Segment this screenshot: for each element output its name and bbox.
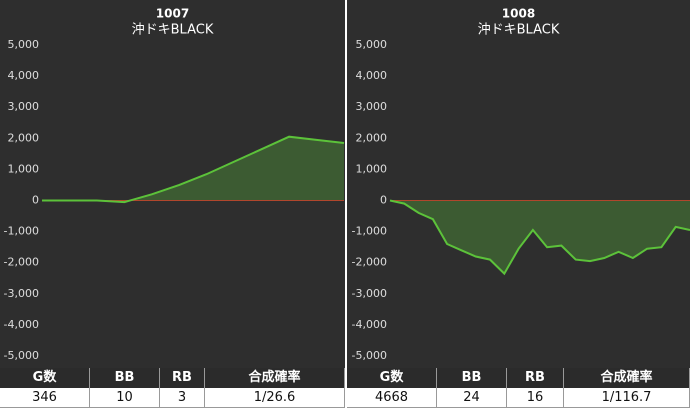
y-tick-label: -5,000 [4,349,39,362]
y-tick-label: 0 [380,194,387,207]
y-tick-label: 3,000 [8,100,40,113]
table-header: 合成確率 [205,368,345,388]
y-tick-label: 1,000 [356,162,388,175]
y-tick-label: 4,000 [8,69,40,82]
y-tick-label: 0 [32,194,39,207]
y-tick-label: -4,000 [4,318,39,331]
table-header: G数 [347,368,437,388]
area [42,136,344,203]
panel-bg [0,0,345,368]
y-tick-label: 2,000 [356,131,388,144]
table-cell: 10 [90,388,160,408]
y-tick-label: -3,000 [352,287,387,300]
y-tick-label: -2,000 [352,256,387,269]
table-cell: 1/116.7 [564,388,690,408]
chart-subtitle: 沖ドキBLACK [478,23,560,38]
y-tick-label: 2,000 [8,131,40,144]
chart-title: 1008 [502,7,535,21]
y-tick-label: -4,000 [352,318,387,331]
y-tick-label: -1,000 [4,225,39,238]
table-header: BB [437,368,507,388]
line [389,199,690,276]
line [42,135,345,204]
table-cell: 4668 [347,388,437,408]
table-header: RB [160,368,205,388]
table-header: G数 [0,368,90,388]
table-cell: 3 [160,388,205,408]
table-header: BB [90,368,160,388]
chart-subtitle: 沖ドキBLACK [132,23,214,38]
y-tick-label: 5,000 [356,38,388,51]
table-header: 合成確率 [564,368,690,388]
y-tick-label: -1,000 [352,225,387,238]
y-tick-label: 1,000 [8,162,40,175]
y-tick-label: 4,000 [356,69,388,82]
table-cell: 346 [0,388,90,408]
y-tick-label: -2,000 [4,256,39,269]
y-tick-label: -3,000 [4,287,39,300]
chart-title: 1007 [156,7,189,21]
y-tick-label: 3,000 [356,100,388,113]
table-header: RB [507,368,564,388]
table-cell: 16 [507,388,564,408]
panel-bg [347,0,690,368]
y-tick-label: -5,000 [352,349,387,362]
charts: 1007 沖ドキBLACK 5,000 4,000 3,000 2,000 1,000 0 -1… [0,0,690,368]
table-cell: 24 [437,388,507,408]
table-cell: 1/26.6 [205,388,345,408]
y-tick-label: 5,000 [8,38,40,51]
